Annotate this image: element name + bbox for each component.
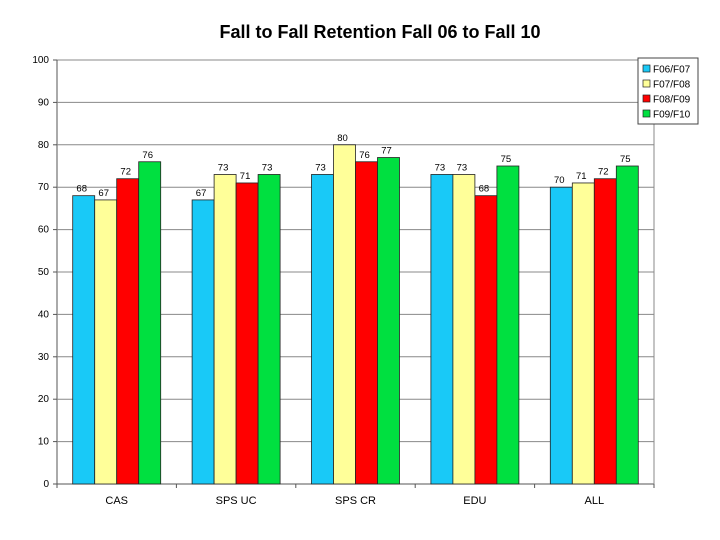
bar xyxy=(213,174,237,485)
data-label: 67 xyxy=(196,188,207,199)
data-label: 75 xyxy=(501,154,512,165)
data-label: 67 xyxy=(98,188,109,199)
data-labels: 68 67 72 76 67 73 71 73 73 80 76 77 73 73 68 75 70 71 72 75 xyxy=(76,133,630,199)
category-label: CAS xyxy=(105,495,128,507)
bar xyxy=(191,199,215,485)
bar xyxy=(333,144,356,485)
legend-swatch xyxy=(642,94,651,103)
data-label: 75 xyxy=(620,154,631,165)
bar xyxy=(571,182,595,485)
bar xyxy=(474,195,498,485)
legend-label: F07/F08 xyxy=(653,80,691,91)
bar xyxy=(94,199,118,485)
category-label: SPS UC xyxy=(216,495,257,507)
y-tick-label: 70 xyxy=(38,182,50,193)
bars xyxy=(72,144,639,485)
legend-label: F06/F07 xyxy=(653,65,691,76)
data-label: 80 xyxy=(337,133,348,144)
legend-swatch xyxy=(642,64,651,73)
legend-swatch xyxy=(642,109,651,118)
data-label: 68 xyxy=(76,184,87,195)
y-tick-label: 60 xyxy=(38,225,50,236)
data-label: 73 xyxy=(435,162,446,173)
y-tick-label: 50 xyxy=(38,267,50,278)
legend-label: F08/F09 xyxy=(653,95,691,106)
y-tick-label: 100 xyxy=(32,55,49,66)
bar xyxy=(593,178,617,485)
data-label: 76 xyxy=(359,150,370,161)
bar xyxy=(496,165,520,485)
bar xyxy=(138,161,162,485)
bar xyxy=(549,186,573,485)
bar xyxy=(615,165,639,485)
legend-swatch xyxy=(642,79,651,88)
category-label: SPS CR xyxy=(335,495,376,507)
chart-title: Fall to Fall Retention Fall 06 to Fall 1… xyxy=(219,22,541,42)
bar xyxy=(311,174,334,485)
y-tick-label: 0 xyxy=(43,479,49,490)
y-tick-label: 10 xyxy=(38,437,50,448)
category-label: EDU xyxy=(463,495,486,507)
bar xyxy=(72,195,96,485)
legend-label: F09/F10 xyxy=(653,110,691,121)
data-label: 73 xyxy=(262,162,273,173)
x-axis-tick-marks xyxy=(56,484,655,488)
legend: F06/F07 F07/F08 F08/F09 F09/F10 xyxy=(637,57,699,125)
bar xyxy=(355,161,378,485)
category-labels: CAS SPS UC SPS CR EDU ALL xyxy=(105,495,604,507)
bar xyxy=(452,174,476,485)
y-tick-label: 20 xyxy=(38,394,50,405)
bar xyxy=(377,157,400,485)
data-label: 71 xyxy=(576,171,587,182)
bar xyxy=(257,174,281,485)
data-label: 73 xyxy=(315,162,326,173)
data-label: 76 xyxy=(142,150,153,161)
data-label: 73 xyxy=(457,162,468,173)
bar xyxy=(235,182,259,485)
data-label: 72 xyxy=(120,167,131,178)
data-label: 77 xyxy=(381,146,392,157)
y-axis-tick-labels: 0 10 20 30 40 50 60 70 80 90 100 xyxy=(32,55,57,490)
data-label: 73 xyxy=(218,162,229,173)
bar xyxy=(430,174,454,485)
y-tick-label: 30 xyxy=(38,352,50,363)
data-label: 71 xyxy=(240,171,251,182)
y-tick-label: 40 xyxy=(38,309,50,320)
y-tick-label: 90 xyxy=(38,97,50,108)
data-label: 68 xyxy=(479,184,490,195)
data-label: 72 xyxy=(598,167,609,178)
data-label: 70 xyxy=(554,175,565,186)
y-tick-label: 80 xyxy=(38,140,50,151)
bar xyxy=(116,178,140,485)
category-label: ALL xyxy=(585,495,605,507)
